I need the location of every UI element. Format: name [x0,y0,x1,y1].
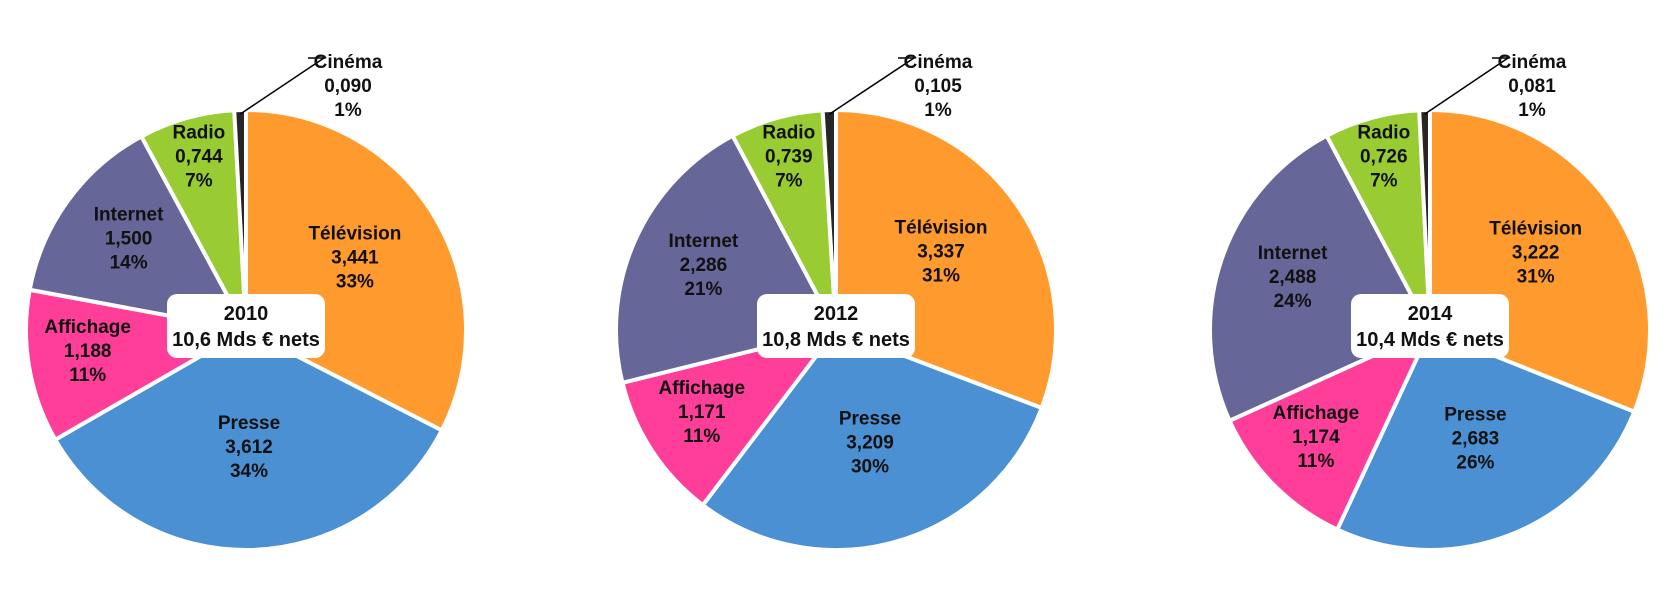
slice-value-label: 1,171 [678,402,726,423]
center-total-label: 10,6 Mds € nets [172,329,320,351]
pie-slice-affichage [620,326,842,508]
pie-slice-affichage [1226,325,1435,533]
slice-percent-label: 7% [185,171,213,192]
center-year-label: 2010 [224,303,269,325]
slice-value-label: 0,081 [1508,76,1556,97]
slice-name-label: Internet [1258,243,1328,264]
slice-name-label: Presse [839,408,901,429]
center-year-label: 2012 [814,303,859,325]
center-year-label: 2014 [1408,303,1453,325]
slice-name-label: Internet [94,205,164,226]
slice-percent-label: 11% [683,426,720,447]
slice-name-label: Télévision [1489,219,1582,240]
slice-name-label: Radio [762,123,815,144]
center-total-label: 10,8 Mds € nets [762,329,910,351]
slice-name-label: Affichage [1273,403,1360,424]
slice-percent-label: 1% [924,100,952,121]
slice-value-label: 0,726 [1360,146,1408,167]
pie-chart-2012: Télévision 3,337 31% Presse 3,209 30% Affichag… [614,52,1058,552]
slice-percent-label: 31% [922,266,960,287]
slice-percent-label: 1% [1518,100,1546,121]
slice-percent-label: 26% [1456,453,1494,474]
slice-value-label: 1,174 [1292,427,1340,448]
slice-value-label: 3,441 [331,248,379,269]
slice-percent-label: 1% [334,100,362,121]
slice-value-label: 2,286 [680,255,728,276]
slice-value-label: 3,222 [1512,243,1560,264]
pie-slice-internet [27,133,250,333]
slice-name-label: Télévision [308,224,401,245]
slice-percent-label: 33% [336,272,374,293]
slice-value-label: 0,105 [914,76,962,97]
slice-value-label: 3,337 [917,242,965,263]
slice-percent-label: 7% [1370,170,1398,191]
slice-name-label: Télévision [895,218,988,239]
slice-name-label: Cinéma [904,52,973,73]
slice-percent-label: 7% [775,171,803,192]
slice-value-label: 3,612 [225,437,273,458]
slice-name-label: Affichage [659,378,746,399]
slice-value-label: 1,188 [64,341,112,362]
slice-value-label: 2,488 [1269,267,1317,288]
slice-name-label: Cinéma [314,52,383,73]
pie-chart-2014: Télévision 3,222 31% Presse 2,683 26% Affichag… [1208,52,1652,552]
slice-value-label: 1,500 [105,229,153,250]
slice-value-label: 3,209 [846,432,894,453]
slice-name-label: Affichage [44,317,131,338]
center-label-box [757,294,915,358]
slice-value-label: 0,744 [175,147,223,168]
slice-percent-label: 31% [1517,267,1555,288]
pie-chart-2010: Télévision 3,441 33% Presse 3,612 34% Affichag… [24,52,468,553]
center-label-box [1351,294,1509,358]
leader-line [828,57,917,115]
slice-percent-label: 14% [110,253,148,274]
slice-name-label: Presse [218,413,280,434]
slice-percent-label: 30% [851,456,889,477]
slice-percent-label: 11% [1297,451,1334,472]
slice-percent-label: 34% [230,461,268,482]
slice-name-label: Internet [669,231,739,252]
slice-name-label: Radio [1357,122,1410,143]
slice-name-label: Radio [173,123,226,144]
slice-value-label: 2,683 [1452,429,1500,450]
slice-name-label: Presse [1444,405,1506,426]
pie-slice-presse [1334,327,1637,552]
center-label-box [167,294,325,358]
slice-value-label: 0,090 [324,76,372,97]
slice-percent-label: 24% [1274,291,1312,312]
center-total-label: 10,4 Mds € nets [1356,329,1504,351]
leader-line [1424,57,1511,115]
leader-line [239,57,327,115]
slice-percent-label: 21% [684,279,722,300]
slice-value-label: 0,739 [765,147,813,168]
pie-slice-presse [700,327,1045,552]
slice-percent-label: 11% [69,365,106,386]
slice-name-label: Cinéma [1498,52,1567,73]
